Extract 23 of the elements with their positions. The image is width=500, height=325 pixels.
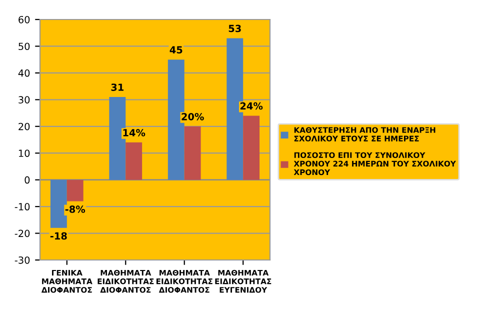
y-tick-label: 0: [24, 176, 30, 184]
y-tick-label: 60: [18, 16, 30, 24]
y-tick-label: -20: [14, 230, 30, 238]
bar: [66, 180, 84, 202]
y-tick-label: -10: [14, 203, 30, 210]
data-label: 14%: [123, 129, 146, 136]
data-label: 45: [170, 46, 182, 54]
data-label: 53: [228, 24, 241, 32]
bar: [184, 126, 201, 180]
y-tick-label: 20: [18, 122, 30, 130]
y-tick-label: 50: [18, 42, 30, 50]
data-label: -18: [50, 232, 67, 240]
y-tick-label: 30: [18, 96, 30, 104]
y-tick-label: 40: [18, 69, 30, 77]
y-tick-label: 10: [18, 150, 30, 157]
data-label: 24%: [240, 102, 263, 110]
bar: [243, 116, 260, 180]
bar: [126, 142, 142, 180]
data-label: 20%: [182, 112, 204, 120]
data-label: -8%: [65, 206, 86, 213]
bar: [50, 180, 67, 228]
y-tick-label: -30: [14, 256, 30, 264]
data-label: 31: [111, 84, 124, 91]
